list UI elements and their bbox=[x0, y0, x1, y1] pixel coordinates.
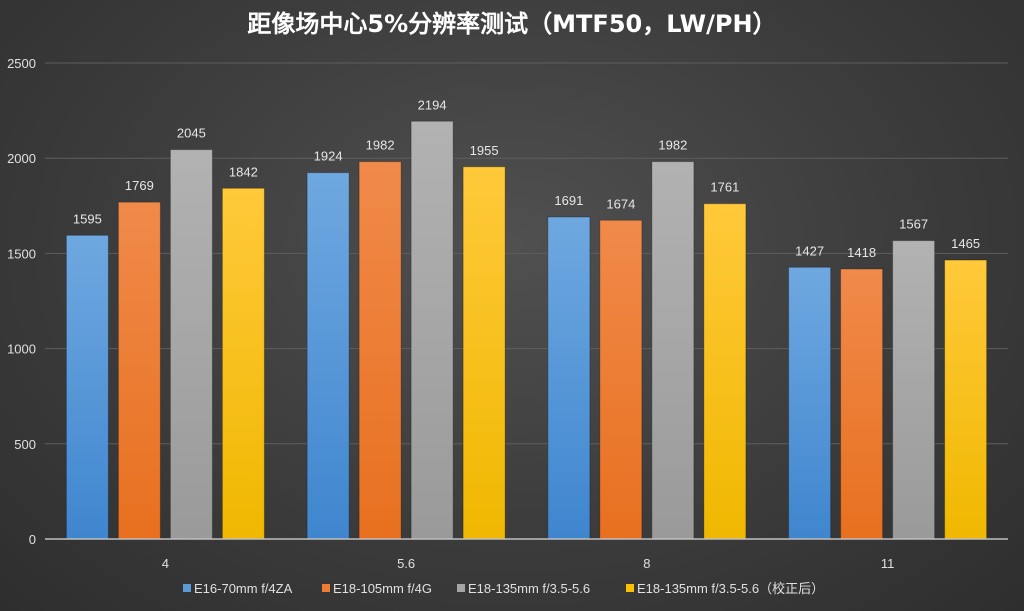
bar bbox=[65, 234, 109, 540]
bar bbox=[840, 268, 884, 540]
legend-label: E16-70mm f/4ZA bbox=[194, 581, 293, 596]
y-tick-label: 2500 bbox=[7, 56, 36, 71]
bar bbox=[547, 216, 591, 540]
data-label: 1769 bbox=[125, 178, 154, 193]
data-label: 1674 bbox=[606, 196, 635, 211]
data-label: 1567 bbox=[899, 217, 928, 232]
data-label: 2045 bbox=[177, 126, 206, 141]
data-label: 2194 bbox=[418, 97, 447, 112]
bar bbox=[358, 161, 402, 540]
legend: E16-70mm f/4ZA E18-105mm f/4G E18-135mm f/… bbox=[183, 581, 824, 596]
bars bbox=[65, 120, 988, 540]
bar bbox=[788, 266, 832, 540]
y-tick-label: 0 bbox=[29, 532, 36, 547]
legend-label: E18-105mm f/4G bbox=[333, 581, 432, 596]
data-label: 1982 bbox=[658, 138, 687, 153]
bar bbox=[944, 259, 988, 540]
legend-label: E18-135mm f/3.5-5.6 bbox=[468, 581, 590, 596]
data-labels: 1595 1769 2045 1842 1924 1982 2194 1955 1691 1674… bbox=[73, 97, 980, 260]
legend-label: E18-135mm f/3.5-5.6（校正后） bbox=[637, 581, 824, 596]
y-tick-label: 1500 bbox=[7, 246, 36, 261]
legend-swatch bbox=[626, 584, 634, 592]
data-label: 1691 bbox=[554, 193, 583, 208]
legend-swatch bbox=[457, 584, 465, 592]
data-label: 1418 bbox=[847, 245, 876, 260]
data-label: 1955 bbox=[470, 143, 499, 158]
y-tick-label: 500 bbox=[14, 437, 36, 452]
bar bbox=[221, 187, 265, 540]
bar bbox=[599, 219, 643, 540]
x-tick-label: 8 bbox=[643, 556, 650, 571]
x-axis: 4 5.6 8 11 bbox=[162, 556, 895, 571]
x-tick-label: 5.6 bbox=[397, 556, 415, 571]
data-label: 1842 bbox=[229, 164, 258, 179]
legend-swatch bbox=[322, 584, 330, 592]
data-label: 1982 bbox=[366, 138, 395, 153]
data-label: 1924 bbox=[314, 149, 343, 164]
data-label: 1465 bbox=[951, 236, 980, 251]
chart-title: 距像场中心5%分辨率测试（MTF50，LW/PH） bbox=[247, 10, 776, 38]
bar bbox=[651, 161, 695, 540]
legend-item: E18-135mm f/3.5-5.6 bbox=[457, 581, 590, 596]
y-tick-label: 2000 bbox=[7, 151, 36, 166]
legend-item: E18-135mm f/3.5-5.6（校正后） bbox=[626, 581, 824, 596]
bar bbox=[462, 166, 506, 540]
x-tick-label: 4 bbox=[162, 556, 169, 571]
bar bbox=[306, 172, 350, 540]
legend-item: E18-105mm f/4G bbox=[322, 581, 432, 596]
data-label: 1761 bbox=[710, 180, 739, 195]
x-tick-label: 11 bbox=[881, 556, 895, 571]
data-label: 1595 bbox=[73, 211, 102, 226]
legend-swatch bbox=[183, 584, 191, 592]
y-axis: 0 500 1000 1500 2000 2500 bbox=[7, 56, 36, 547]
data-label: 1427 bbox=[795, 243, 824, 258]
y-tick-label: 1000 bbox=[7, 342, 36, 357]
bar bbox=[703, 203, 747, 540]
bar bbox=[169, 149, 213, 540]
legend-item: E16-70mm f/4ZA bbox=[183, 581, 293, 596]
bar bbox=[892, 240, 936, 540]
bar bbox=[117, 201, 161, 540]
bar bbox=[410, 120, 454, 540]
